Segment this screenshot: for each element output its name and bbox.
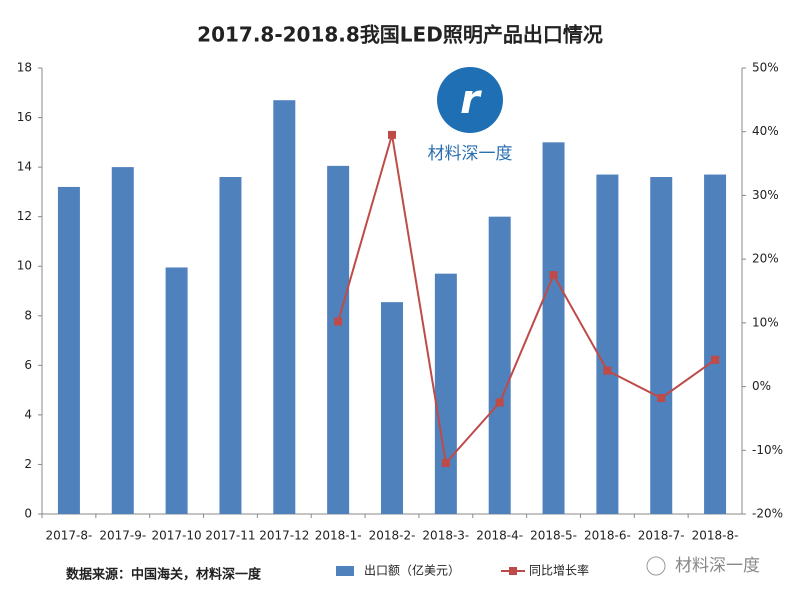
y2-tick-label: -20% — [752, 507, 783, 521]
y-tick-label: 6 — [24, 358, 32, 372]
bar — [704, 174, 727, 515]
bar — [488, 216, 511, 514]
y-tick-label: 16 — [17, 110, 32, 124]
y2-tick-label: 10% — [752, 315, 779, 329]
y2-tick-label: 30% — [752, 188, 779, 202]
y2-tick-label: -10% — [752, 443, 783, 457]
y-tick-label: 0 — [24, 507, 32, 521]
y-tick-label: 18 — [17, 61, 32, 75]
x-tick-label: 2018-6- — [584, 529, 631, 543]
y-tick-label: 10 — [17, 259, 32, 273]
bar — [165, 267, 188, 514]
x-tick-label: 2018-7- — [638, 529, 685, 543]
chart-title: 2017.8-2018.8我国LED照明产品出口情况 — [197, 23, 603, 47]
legend-label: 同比增长率 — [529, 563, 589, 578]
x-tick-label: 2017-11 — [205, 529, 255, 543]
y2-tick-label: 50% — [752, 61, 779, 75]
y-tick-label: 8 — [24, 308, 32, 322]
legend-label: 出口额（亿美元） — [364, 563, 460, 578]
y-tick-label: 2 — [24, 457, 32, 471]
x-tick-label: 2017-9- — [99, 529, 146, 543]
bar — [327, 165, 350, 514]
x-tick-label: 2018-8- — [692, 529, 739, 543]
x-tick-label: 2017-8- — [46, 529, 93, 543]
source-note: 数据来源：中国海关，材料深一度 — [66, 567, 262, 583]
logo-glyph: r — [460, 77, 482, 123]
x-tick-label: 2018-3- — [422, 529, 469, 543]
x-tick-label: 2018-5- — [530, 529, 577, 543]
line-marker — [657, 394, 666, 403]
bar — [111, 167, 134, 514]
line-marker — [334, 317, 343, 326]
x-tick-label: 2017-12 — [259, 529, 309, 543]
bar — [273, 100, 296, 514]
bar — [542, 142, 565, 515]
x-tick-label: 2018-1- — [315, 529, 362, 543]
x-tick-label: 2018-2- — [369, 529, 416, 543]
legend-swatch — [336, 566, 354, 576]
bar — [219, 177, 242, 514]
y2-tick-label: 0% — [752, 379, 771, 393]
y2-tick-label: 20% — [752, 252, 779, 266]
bar — [650, 177, 673, 514]
line-marker — [603, 366, 612, 375]
watermark-icon — [646, 556, 666, 576]
bar — [596, 174, 619, 515]
line-marker — [495, 398, 504, 407]
line — [337, 134, 716, 466]
bar — [57, 186, 80, 514]
y-tick-label: 12 — [17, 209, 32, 223]
bar — [434, 273, 457, 514]
bar — [381, 302, 403, 514]
line-marker — [388, 130, 396, 139]
legend-swatch — [509, 567, 517, 575]
line-marker — [549, 271, 558, 280]
logo-text: 材料深一度 — [428, 144, 513, 164]
y-tick-label: 14 — [17, 160, 32, 174]
logo-icon — [437, 67, 503, 133]
y-tick-label: 4 — [24, 407, 32, 421]
y2-tick-label: 40% — [752, 124, 779, 138]
x-tick-label: 2018-4- — [476, 529, 523, 543]
line-marker — [441, 459, 450, 468]
line-marker — [711, 355, 720, 364]
watermark: 材料深一度 — [675, 556, 760, 576]
x-tick-label: 2017-10 — [152, 529, 202, 543]
